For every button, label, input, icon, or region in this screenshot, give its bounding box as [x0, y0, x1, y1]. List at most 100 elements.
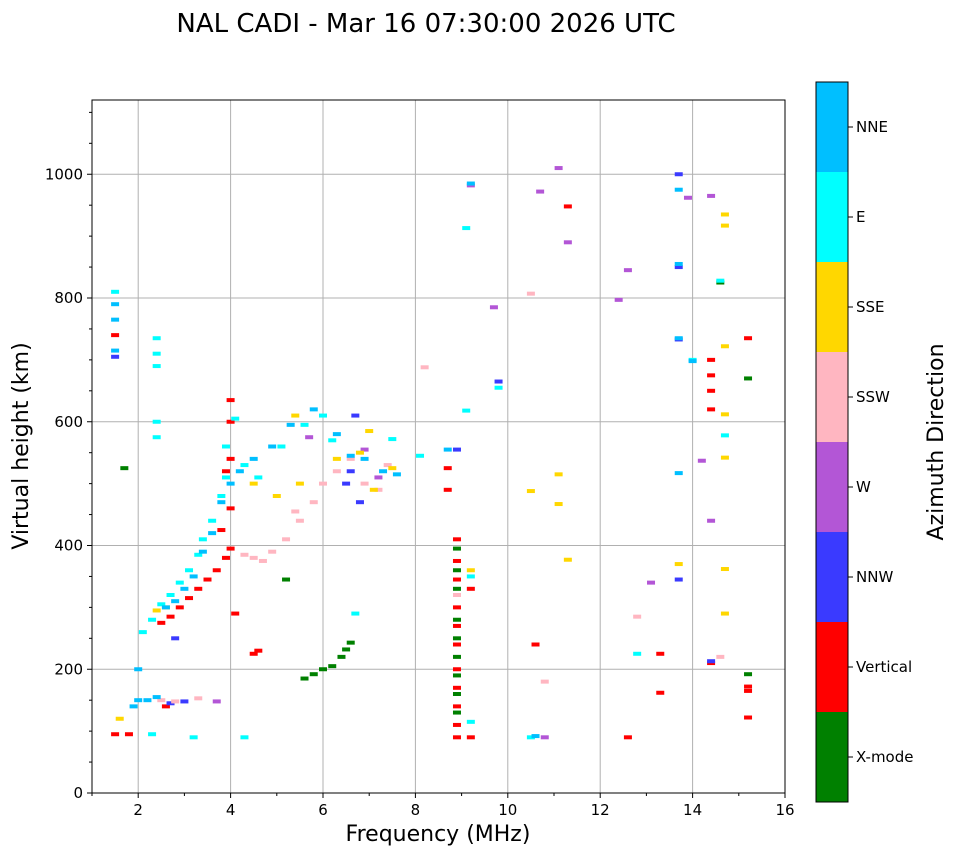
echo-point: [656, 690, 665, 695]
colorbar-segment: [816, 262, 848, 352]
echo-point: [152, 419, 161, 424]
echo-point: [226, 419, 235, 424]
echo-point: [355, 500, 364, 505]
x-tick-label: 4: [226, 801, 236, 819]
echo-point: [388, 466, 397, 471]
echo-point: [221, 555, 230, 560]
echo-point: [707, 407, 716, 412]
echo-point: [674, 172, 683, 177]
echo-point: [231, 611, 240, 616]
echo-point: [351, 611, 360, 616]
echo-point: [208, 531, 217, 536]
echo-point: [452, 710, 461, 715]
colorbar-title: Azimuth Direction: [924, 343, 949, 540]
echo-point: [494, 379, 503, 384]
echo-point: [268, 444, 277, 449]
echo-point: [124, 732, 133, 737]
echo-point: [217, 528, 226, 533]
echo-point: [531, 642, 540, 647]
echo-point: [420, 365, 429, 370]
echo-point: [744, 684, 753, 689]
echo-point: [332, 432, 341, 437]
colorbar-label: NNW: [856, 568, 893, 586]
echo-point: [346, 640, 355, 645]
y-tick-label: 0: [73, 784, 83, 802]
echo-point: [134, 667, 143, 672]
echo-point: [337, 654, 346, 659]
echo-point: [392, 472, 401, 477]
echo-point: [526, 489, 535, 494]
echo-point: [716, 278, 725, 283]
colorbar-frame: [815, 81, 849, 803]
echo-point: [171, 599, 180, 604]
echo-point: [452, 722, 461, 727]
echo-point: [111, 333, 120, 338]
echo-point: [309, 407, 318, 412]
colorbar-segment: [816, 532, 848, 622]
echo-point: [111, 317, 120, 322]
echo-point: [656, 651, 665, 656]
echo-point: [526, 291, 535, 296]
echo-point: [198, 549, 207, 554]
colorbar-segment: [816, 352, 848, 442]
echo-point: [452, 546, 461, 551]
y-axis-ticks: 0 200 400 600 800 1000: [45, 111, 92, 802]
echo-point: [674, 471, 683, 476]
echo-point: [369, 487, 378, 492]
echo-point: [494, 385, 503, 390]
echo-point: [221, 475, 230, 480]
echo-point: [319, 413, 327, 418]
echo-point: [143, 698, 152, 703]
echo-point: [138, 630, 147, 635]
echo-point: [452, 558, 461, 563]
x-axis-label: Frequency (MHz): [346, 822, 531, 847]
echo-point: [166, 614, 175, 619]
echo-point: [212, 568, 221, 573]
grid-lines: [92, 100, 786, 794]
colorbar-label: W: [856, 478, 871, 496]
echo-point: [152, 695, 161, 700]
echo-point: [720, 223, 729, 228]
echo-point: [152, 435, 161, 440]
y-tick-label: 600: [54, 413, 83, 431]
echo-point: [452, 642, 461, 647]
echo-point: [286, 422, 295, 427]
x-axis-ticks: 2 4 6 8 10 12 14 16: [91, 793, 795, 819]
colorbar-segment: [816, 82, 848, 172]
echo-point: [683, 195, 692, 200]
echo-point: [111, 732, 120, 737]
echo-point: [226, 456, 235, 461]
echo-point: [674, 336, 683, 341]
echo-point: [157, 620, 166, 625]
echo-point: [152, 608, 161, 613]
plot-frame: [91, 99, 786, 794]
colorbar-label: X-mode: [856, 748, 913, 766]
echo-point: [148, 732, 157, 737]
echo-point: [291, 413, 300, 418]
echo-point: [194, 586, 203, 591]
echo-point: [134, 698, 143, 703]
echo-point: [563, 240, 572, 245]
echo-point: [388, 437, 397, 442]
echo-point: [707, 388, 716, 393]
echo-point: [166, 593, 175, 597]
colorbar-segment: [816, 172, 848, 262]
echo-point: [166, 701, 175, 706]
echo-point: [452, 673, 461, 678]
echo-point: [720, 455, 729, 460]
echo-point: [744, 336, 753, 341]
echo-point: [217, 494, 226, 498]
echo-point: [623, 735, 632, 740]
echo-point: [235, 469, 244, 474]
colorbar-label: NNE: [856, 118, 888, 136]
echo-point: [379, 469, 388, 474]
echo-point: [226, 546, 235, 551]
echo-point: [466, 181, 475, 186]
echo-point: [295, 518, 304, 523]
echo-point: [351, 413, 360, 418]
echo-point: [249, 651, 258, 656]
echo-point: [452, 623, 461, 628]
echo-point: [185, 596, 194, 601]
echo-point: [707, 373, 716, 378]
